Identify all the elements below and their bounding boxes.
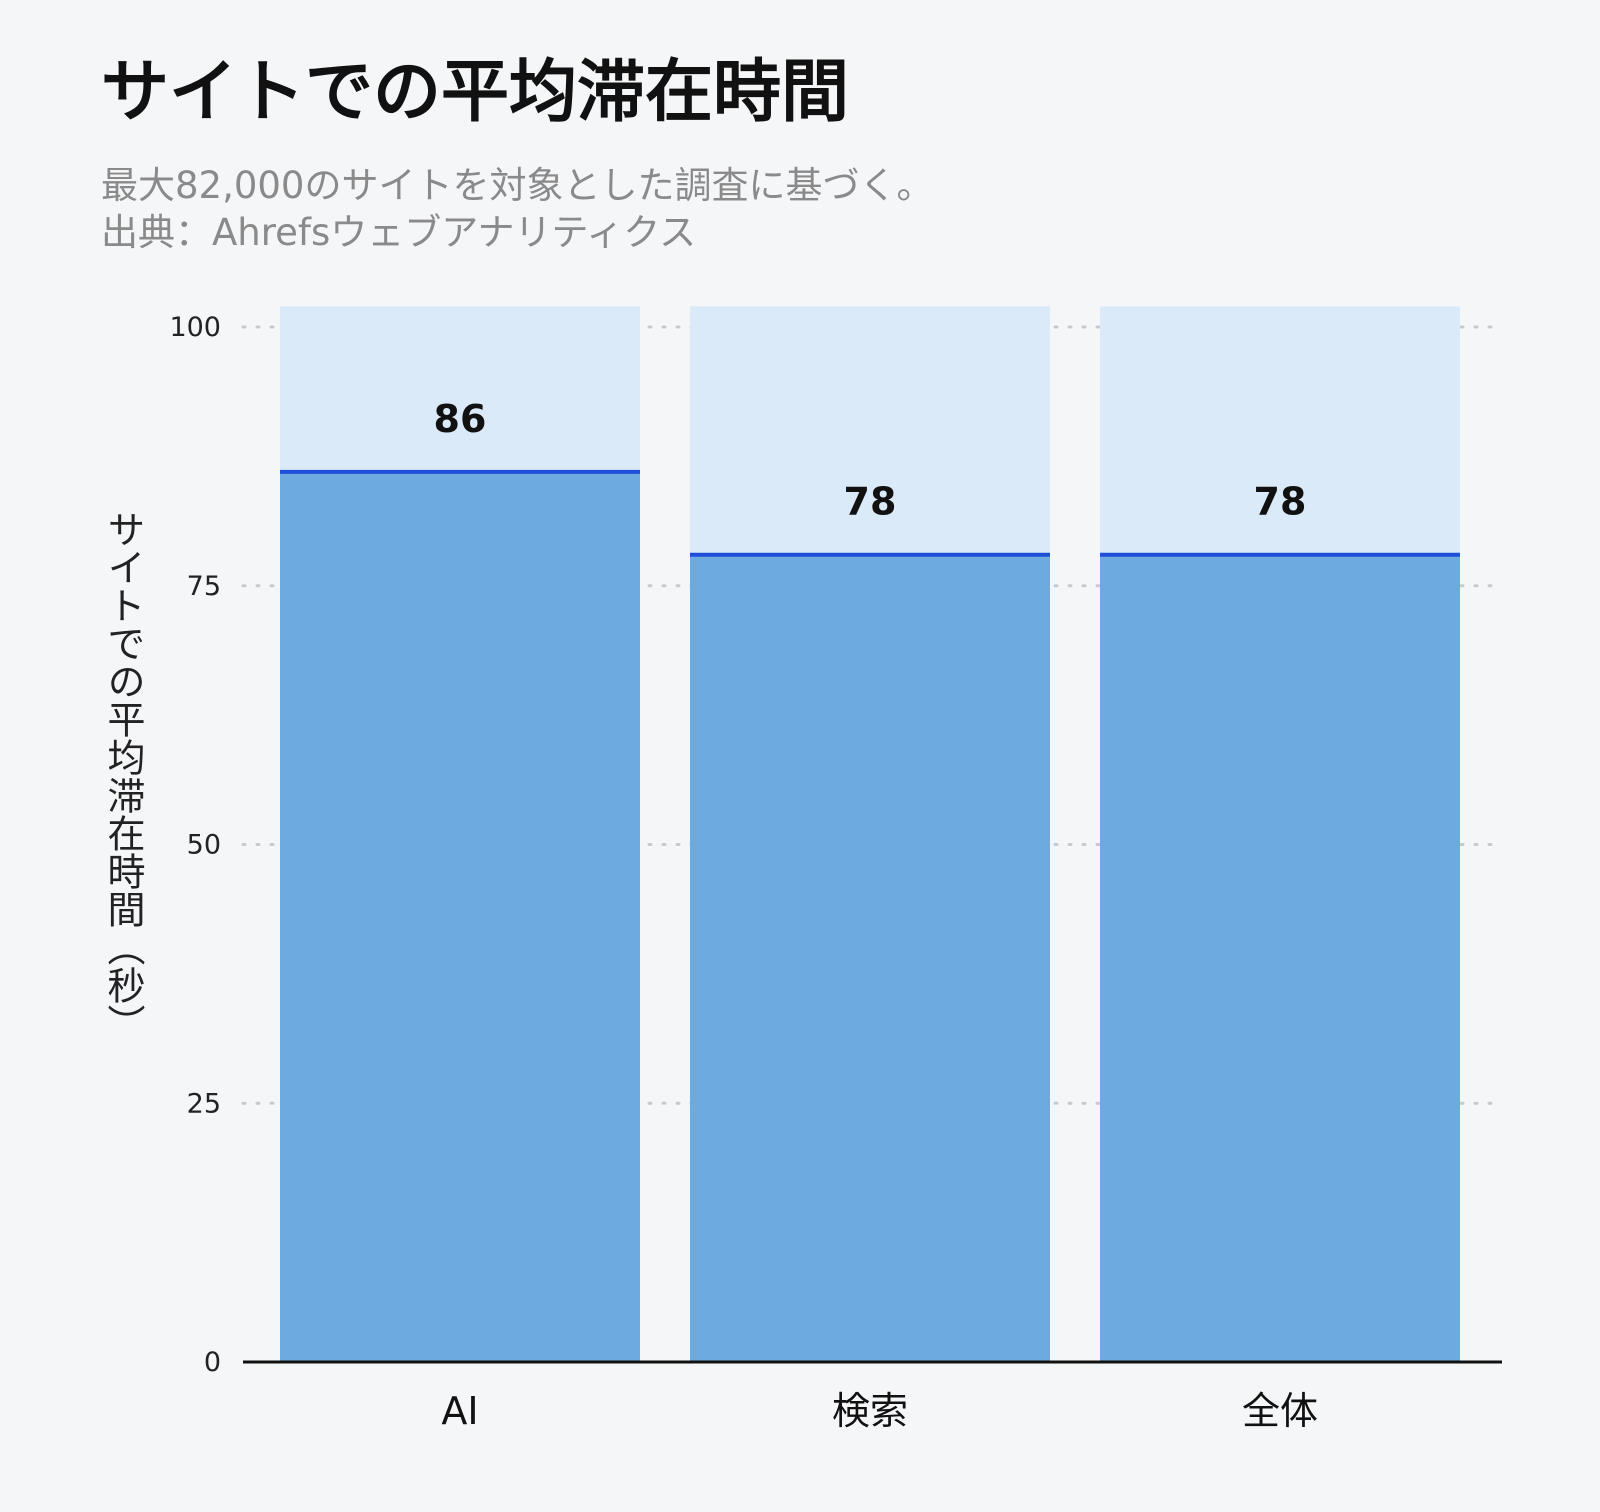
subtitle-line-1: 最大82,000のサイトを対象とした調査に基づく。: [101, 164, 934, 207]
value-label-2: 78: [1254, 480, 1307, 524]
chart-title: サイトでの平均滞在時間: [101, 53, 850, 132]
y-tick-labels: 0 25 50 75 100: [169, 312, 221, 1378]
category-label-0: AI: [441, 1389, 478, 1433]
value-labels: 86 78 78: [434, 397, 1307, 524]
value-label-1: 78: [844, 480, 897, 524]
y-tick-0: 0: [204, 1347, 221, 1378]
bar-2: [1100, 554, 1460, 1362]
category-label-2: 全体: [1242, 1389, 1318, 1433]
subtitle-line-2: 出典：Ahrefsウェブアナリティクス: [101, 211, 697, 254]
chart-subtitle: 最大82,000のサイトを対象とした調査に基づく。 出典：Ahrefsウェブアナ…: [101, 162, 933, 256]
category-label-1: 検索: [832, 1389, 908, 1433]
y-tick-75: 75: [187, 571, 221, 602]
value-label-0: 86: [434, 397, 487, 441]
y-tick-25: 25: [187, 1088, 221, 1119]
y-axis-label: サイトでの平均滞在時間（秒）: [101, 510, 145, 1042]
y-tick-50: 50: [187, 830, 221, 861]
x-category-labels: AI 検索 全体: [441, 1389, 1318, 1433]
bar-1: [690, 554, 1050, 1362]
bar-0: [280, 471, 640, 1362]
y-tick-100: 100: [169, 312, 221, 343]
bars: [280, 469, 1460, 1362]
